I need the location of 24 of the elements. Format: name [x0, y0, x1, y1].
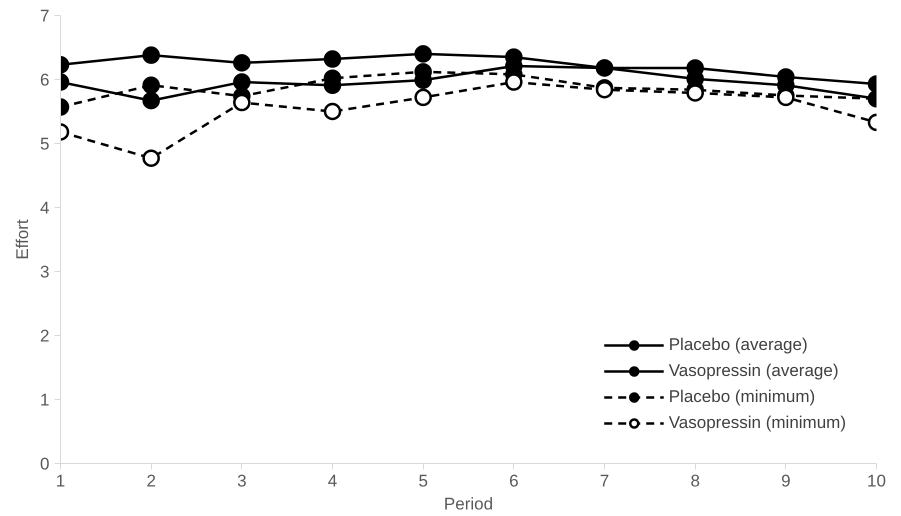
x-tick-label: 10: [867, 472, 886, 490]
x-tick-label: 7: [600, 472, 610, 490]
legend-label: Vasopressin (average): [668, 361, 838, 381]
x-tick-label: 2: [146, 472, 156, 490]
x-tick-label: 1: [56, 472, 66, 490]
y-tick-label: 6: [40, 70, 50, 90]
x-tick-label: 3: [237, 472, 247, 490]
y-tick-label: 5: [40, 134, 50, 154]
x-tick-label: 5: [418, 472, 428, 490]
y-tick-label: 0: [40, 454, 50, 474]
y-tick-label: 2: [40, 326, 50, 346]
y-tick-label: 4: [40, 198, 50, 218]
x-tick-label: 6: [509, 472, 519, 490]
legend-label: Vasopressin (minimum): [668, 413, 846, 433]
x-axis-title: Period: [444, 494, 494, 514]
y-tick-label: 3: [40, 262, 50, 282]
legend-label: Placebo (average): [668, 335, 808, 355]
legend-label: Placebo (minimum): [668, 387, 816, 407]
x-tick-label: 4: [328, 472, 338, 490]
y-tick-label: 7: [40, 6, 50, 26]
y-tick-label: 1: [40, 390, 50, 410]
y-axis-title: Effort: [13, 219, 32, 260]
x-tick-label: 8: [690, 472, 700, 490]
x-tick-label: 9: [781, 472, 791, 490]
